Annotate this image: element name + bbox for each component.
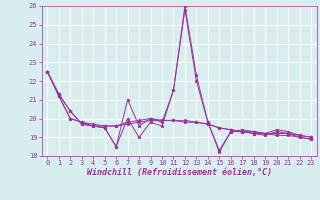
X-axis label: Windchill (Refroidissement éolien,°C): Windchill (Refroidissement éolien,°C): [87, 168, 272, 177]
